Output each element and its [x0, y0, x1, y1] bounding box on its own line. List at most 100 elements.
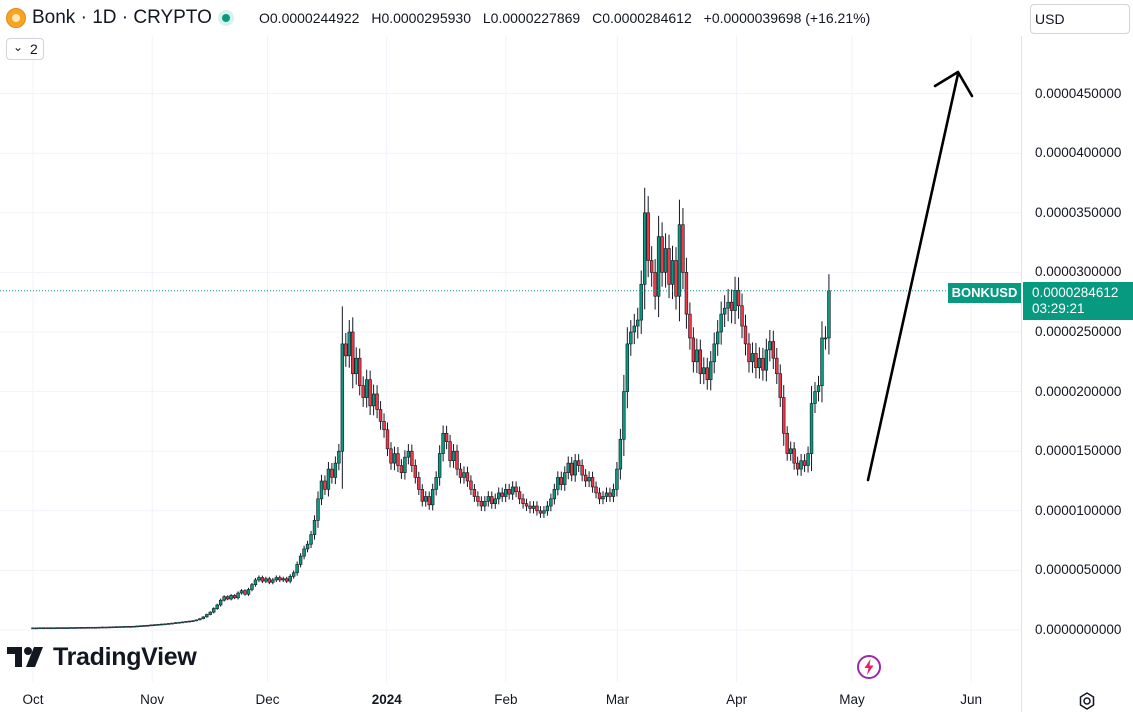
candle [340, 306, 345, 489]
candle [441, 425, 445, 462]
candle [38, 627, 42, 630]
candle [191, 620, 195, 623]
candle [201, 616, 206, 620]
candle [66, 627, 70, 629]
candle [764, 338, 769, 382]
candle [629, 320, 633, 356]
candle-body [417, 477, 421, 490]
candle-body [674, 260, 678, 297]
candle [695, 338, 699, 374]
candle-body [827, 290, 831, 339]
candle [90, 626, 94, 629]
candle [455, 444, 459, 476]
candle-body [218, 599, 223, 606]
candle [566, 456, 570, 480]
candle [618, 428, 623, 480]
candle-body [636, 319, 640, 327]
candle [722, 295, 727, 327]
candle [93, 626, 98, 629]
candle-body [709, 361, 713, 380]
candle-body [288, 576, 292, 582]
candle [795, 456, 800, 476]
candle [264, 576, 268, 584]
candle-body [726, 301, 730, 309]
candle-body [632, 325, 636, 333]
candle [486, 491, 491, 507]
candle-body [497, 492, 501, 500]
candle-body [90, 626, 94, 629]
candle [288, 574, 292, 584]
candle [253, 577, 258, 587]
candle-body [48, 627, 53, 630]
candle [521, 493, 525, 509]
candle [611, 483, 616, 503]
candle-body [135, 625, 139, 628]
candle [358, 348, 362, 396]
candle [163, 623, 167, 626]
price-tick-label: 0.0000350000 [1035, 204, 1122, 220]
candle [458, 462, 463, 484]
candle-body [337, 450, 341, 464]
candle-body [545, 505, 550, 512]
settings-icon[interactable] [1076, 690, 1098, 712]
candle [510, 481, 515, 500]
candle [688, 302, 692, 350]
candle-body [535, 505, 539, 512]
brand-name: TradingView [53, 643, 197, 671]
symbol-title[interactable]: Bonk · 1D · CRYPTO [32, 7, 212, 28]
candle [674, 247, 678, 310]
market-status-icon[interactable] [218, 10, 234, 26]
candle-body [34, 627, 39, 630]
candle [636, 307, 640, 339]
candle-body [274, 577, 278, 581]
candle [649, 246, 654, 287]
candle-body [97, 626, 101, 629]
candle-body [253, 579, 258, 586]
candle-body [132, 625, 136, 628]
candle [184, 621, 188, 623]
symbol-price-label: BONKUSD [948, 283, 1021, 303]
candle-body [618, 438, 623, 470]
flash-icon[interactable] [856, 654, 882, 680]
candle [194, 619, 199, 622]
candle [483, 496, 487, 512]
candle-body [465, 472, 470, 482]
candle [281, 576, 285, 582]
candle [396, 447, 400, 473]
candle [615, 461, 619, 497]
candle-body [427, 496, 431, 506]
candle-body [180, 621, 185, 624]
candle-body [722, 307, 727, 315]
candle-body [139, 625, 143, 628]
candle [493, 493, 497, 509]
candle [375, 385, 379, 419]
candle [118, 626, 122, 628]
candle [782, 385, 786, 446]
candle-body [41, 627, 46, 630]
candle [326, 461, 331, 497]
open-value: O0.0000244922 [259, 10, 360, 26]
candle-body [458, 468, 463, 478]
indicators-toggle-button[interactable]: ⌄ 2 [6, 38, 44, 60]
last-price-label: 0.0000284612 03:29:21 [1023, 282, 1133, 320]
candle [479, 496, 484, 511]
candle-body [257, 577, 261, 581]
candle [316, 491, 320, 528]
candle [225, 595, 230, 601]
candle [100, 626, 105, 629]
currency-select[interactable]: USD [1030, 4, 1130, 34]
candle [827, 274, 831, 355]
candle [570, 456, 574, 482]
candle-body [761, 357, 765, 371]
candle [788, 441, 793, 461]
candle-body [528, 505, 532, 509]
candle-body [719, 313, 723, 333]
candle-body [424, 496, 428, 502]
price-tick-label: 0.0000250000 [1035, 324, 1122, 339]
candle [177, 621, 181, 624]
candle-body [239, 590, 244, 594]
candle-body [410, 450, 414, 466]
candle [149, 624, 153, 627]
candle-body [743, 325, 748, 345]
